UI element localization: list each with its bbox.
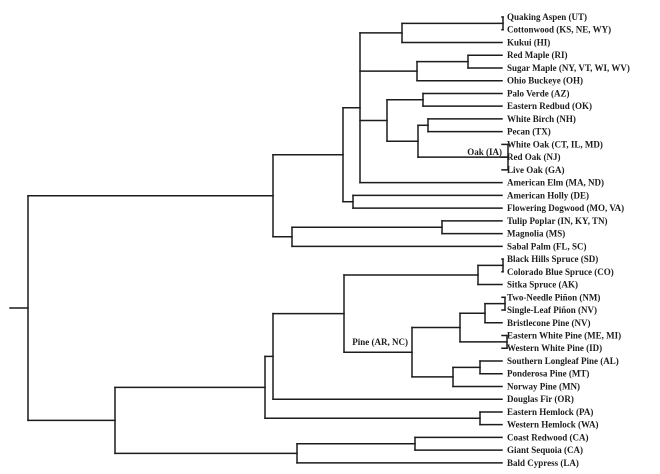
leaf-label: Bristlecone Pine (NV) xyxy=(507,318,590,328)
leaf-label: Red Maple (RI) xyxy=(507,50,568,60)
leaf-label: Live Oak (GA) xyxy=(507,165,565,175)
leaf-label: Eastern Redbud (OK) xyxy=(507,101,592,111)
clade-label: Pine (AR, NC) xyxy=(352,337,408,347)
leaf-label: Western Hemlock (WA) xyxy=(507,420,598,430)
leaf-label: Douglas Fir (OR) xyxy=(507,394,574,404)
leaf-label: Sabal Palm (FL, SC) xyxy=(507,241,587,251)
leaf-label: Cottonwood (KS, NE, WY) xyxy=(507,25,611,35)
leaf-label: Norway Pine (MN) xyxy=(507,381,580,391)
leaf-label: Magnolia (MS) xyxy=(507,229,565,239)
leaf-label: White Oak (CT, IL, MD) xyxy=(507,139,603,149)
leaf-label: Tulip Poplar (IN, KY, TN) xyxy=(507,216,608,226)
leaf-label: Flowering Dogwood (MO, VA) xyxy=(507,203,624,213)
leaf-label: Ponderosa Pine (MT) xyxy=(507,369,589,379)
leaf-label: Red Oak (NJ) xyxy=(507,152,561,162)
clade-label: Oak (IA) xyxy=(467,147,502,157)
leaf-label: Eastern Hemlock (PA) xyxy=(507,407,593,417)
leaf-label: White Birch (NH) xyxy=(507,114,576,124)
leaf-label: Western White Pine (ID) xyxy=(507,343,602,353)
leaf-label: Southern Longleaf Pine (AL) xyxy=(507,356,619,366)
leaf-label: Two-Needle Piñon (NM) xyxy=(507,292,600,302)
leaf-label: Bald Cypress (LA) xyxy=(507,458,579,468)
leaf-label: Black Hills Spruce (SD) xyxy=(507,254,598,264)
leaf-label: Coast Redwood (CA) xyxy=(507,432,589,442)
leaf-label: Pecan (TX) xyxy=(507,127,551,137)
leaf-label: Single-Leaf Piñon (NV) xyxy=(507,305,597,315)
leaf-label: Ohio Buckeye (OH) xyxy=(507,76,583,86)
leaf-label: American Elm (MA, ND) xyxy=(507,178,604,188)
leaf-label: Giant Sequoia (CA) xyxy=(507,445,583,455)
leaf-label: American Holly (DE) xyxy=(507,190,589,200)
leaf-label: Sugar Maple (NY, VT, WI, WV) xyxy=(507,63,630,73)
leaf-label: Sitka Spruce (AK) xyxy=(507,280,578,290)
leaf-label: Eastern White Pine (ME, MI) xyxy=(507,331,621,341)
leaf-label: Colorado Blue Spruce (CO) xyxy=(507,267,614,277)
leaf-label: Quaking Aspen (UT) xyxy=(507,12,587,22)
leaf-label: Kukui (HI) xyxy=(507,37,550,47)
leaf-label: Palo Verde (AZ) xyxy=(507,88,570,98)
